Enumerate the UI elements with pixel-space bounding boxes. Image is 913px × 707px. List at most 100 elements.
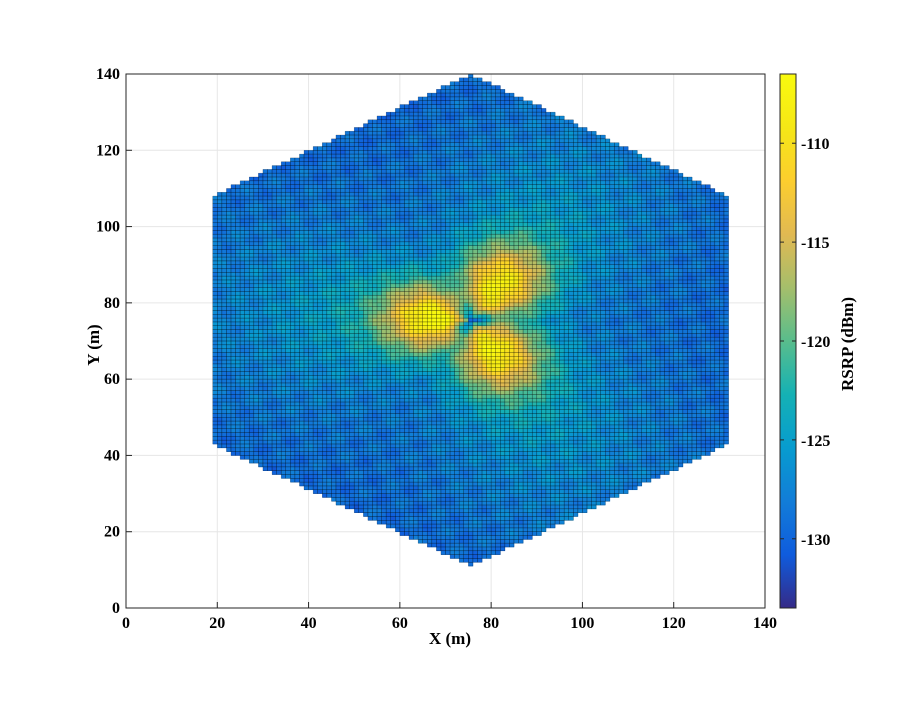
heatmap-cell [359, 398, 364, 402]
heatmap-cell [327, 341, 332, 345]
heatmap-cell [395, 356, 400, 360]
heatmap-cell [404, 227, 409, 231]
heatmap-cell [341, 135, 346, 139]
heatmap-cell [418, 505, 423, 509]
heatmap-cell [318, 200, 323, 204]
heatmap-cell [295, 421, 300, 425]
heatmap-cell [249, 280, 254, 284]
heatmap-cell [359, 337, 364, 341]
heatmap-cell [240, 192, 245, 196]
heatmap-cell [372, 505, 377, 509]
heatmap-cell [249, 322, 254, 326]
heatmap-cell [382, 257, 387, 261]
heatmap-cell [231, 280, 236, 284]
heatmap-cell [240, 291, 245, 295]
heatmap-cell [272, 337, 277, 341]
heatmap-cell [423, 112, 428, 116]
heatmap-cell [258, 188, 263, 192]
heatmap-cell [267, 467, 272, 471]
heatmap-cell [313, 230, 318, 234]
heatmap-cell [236, 223, 241, 227]
heatmap-cell [277, 291, 282, 295]
heatmap-cell [363, 368, 368, 372]
heatmap-cell [427, 120, 432, 124]
heatmap-cell [254, 223, 259, 227]
heatmap-cell [222, 425, 227, 429]
heatmap-cell [354, 413, 359, 417]
heatmap-cell [345, 215, 350, 219]
heatmap-cell [263, 223, 268, 227]
heatmap-cell [372, 394, 377, 398]
heatmap-cell [423, 486, 428, 490]
heatmap-cell [258, 372, 263, 376]
heatmap-cell [309, 177, 314, 181]
heatmap-cell [281, 337, 286, 341]
heatmap-cell [309, 284, 314, 288]
heatmap-cell [236, 299, 241, 303]
heatmap-cell [395, 188, 400, 192]
heatmap-cell [432, 543, 437, 547]
heatmap-cell [236, 322, 241, 326]
heatmap-cell [372, 154, 377, 158]
heatmap-cell [226, 204, 231, 208]
heatmap-cell [395, 181, 400, 185]
heatmap-cell [400, 162, 405, 166]
heatmap-cell [423, 127, 428, 131]
heatmap-cell [322, 379, 327, 383]
heatmap-cell [427, 246, 432, 250]
heatmap-cell [309, 421, 314, 425]
heatmap-cell [318, 398, 323, 402]
heatmap-cell [423, 272, 428, 276]
heatmap-cell [318, 154, 323, 158]
heatmap-cell [318, 314, 323, 318]
heatmap-cell [345, 349, 350, 353]
heatmap-cell [382, 345, 387, 349]
heatmap-cell [331, 417, 336, 421]
heatmap-cell [345, 196, 350, 200]
heatmap-cell [295, 246, 300, 250]
heatmap-cell [322, 372, 327, 376]
heatmap-cell [391, 230, 396, 234]
heatmap-cell [418, 143, 423, 147]
heatmap-cell [395, 230, 400, 234]
heatmap-cell [322, 391, 327, 395]
heatmap-cell [350, 360, 355, 364]
heatmap-cell [263, 375, 268, 379]
heatmap-cell [350, 280, 355, 284]
heatmap-cell [400, 108, 405, 112]
heatmap-cell [341, 215, 346, 219]
heatmap-cell [331, 196, 336, 200]
heatmap-cell [313, 410, 318, 414]
heatmap-cell [363, 192, 368, 196]
heatmap-cell [322, 173, 327, 177]
heatmap-cell [254, 310, 259, 314]
heatmap-cell [267, 208, 272, 212]
heatmap-cell [363, 299, 368, 303]
heatmap-cell [327, 482, 332, 486]
heatmap-cell [409, 150, 414, 154]
heatmap-cell [391, 314, 396, 318]
heatmap-cell [418, 177, 423, 181]
heatmap-cell [304, 413, 309, 417]
heatmap-cell [372, 276, 377, 280]
heatmap-cell [286, 398, 291, 402]
heatmap-cell [368, 440, 373, 444]
heatmap-cell [345, 177, 350, 181]
heatmap-cell [363, 154, 368, 158]
heatmap-cell [354, 337, 359, 341]
heatmap-cell [432, 307, 437, 311]
heatmap-cell [331, 169, 336, 173]
heatmap-cell [240, 360, 245, 364]
heatmap-cell [391, 345, 396, 349]
heatmap-cell [404, 108, 409, 112]
heatmap-cell [368, 459, 373, 463]
heatmap-cell [295, 192, 300, 196]
heatmap-cell [331, 410, 336, 414]
heatmap-cell [217, 288, 222, 292]
heatmap-cell [290, 249, 295, 253]
heatmap-cell [290, 215, 295, 219]
heatmap-cell [432, 341, 437, 345]
heatmap-cell [304, 379, 309, 383]
heatmap-cell [368, 291, 373, 295]
heatmap-cell [322, 471, 327, 475]
